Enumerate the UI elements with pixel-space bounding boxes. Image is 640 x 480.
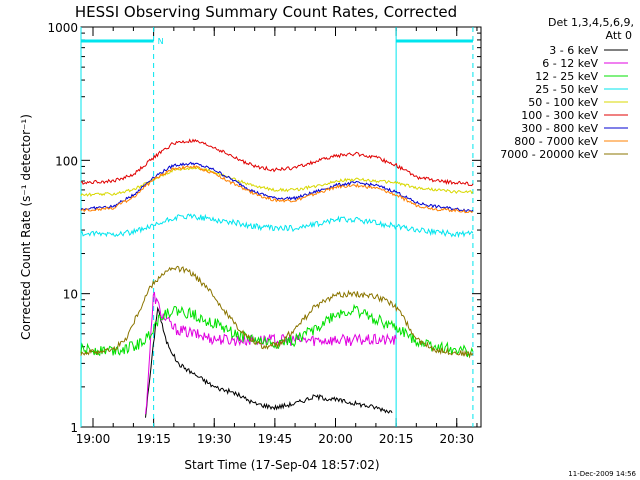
series-line-2 [145,291,397,415]
legend-label-6: 100 - 300 keV [521,109,598,122]
series-line-8 [80,164,474,214]
x-tick-label: 19:00 [76,432,111,446]
series-line-4 [80,213,474,239]
x-tick-label: 20:00 [318,432,353,446]
series-line-3 [80,303,474,359]
y-axis-label: Corrected Count Rate (s⁻¹ detector⁻¹) [19,114,33,340]
series-line-9 [80,265,474,359]
y-tick-label: 10 [63,288,78,302]
x-tick-label: 19:45 [258,432,293,446]
legend-label-2: 6 - 12 keV [542,57,598,70]
legend-label-8: 800 - 7000 keV [514,135,598,148]
legend-label-7: 300 - 800 keV [521,122,598,135]
series-line-1 [145,306,393,418]
legend-label-1: 3 - 6 keV [549,44,598,57]
series-line-5 [80,166,474,197]
legend-header-line-1: Det 1,3,4,5,6,9, [548,16,634,29]
series-line-6 [80,138,474,187]
x-tick-label: 19:30 [197,432,232,446]
series-line-7 [80,161,474,213]
chart-title: HESSI Observing Summary Count Rates, Cor… [75,3,457,21]
x-tick-label: 20:15 [379,432,414,446]
legend-label-9: 7000 - 20000 keV [500,148,598,161]
y-tick-label: 1 [70,421,78,435]
x-axis-label: Start Time (17-Sep-04 18:57:02) [184,458,379,472]
x-tick-label: 20:30 [439,432,474,446]
footer-date: 11-Dec-2009 14:56 [568,470,636,478]
legend-label-4: 25 - 50 keV [535,83,598,96]
night-marker-label: N [158,37,164,46]
legend-header-line-2: Att 0 [606,29,632,42]
y-tick-label: 100 [55,154,78,168]
legend-label-3: 12 - 25 keV [535,70,598,83]
legend-label-5: 50 - 100 keV [528,96,598,109]
y-tick-label: 1000 [47,21,78,35]
plot-area: 1 10 100 1000 19:00 19:15 19:30 19:45 20:00 20:15… [47,21,482,446]
x-tick-label: 19:15 [136,432,171,446]
